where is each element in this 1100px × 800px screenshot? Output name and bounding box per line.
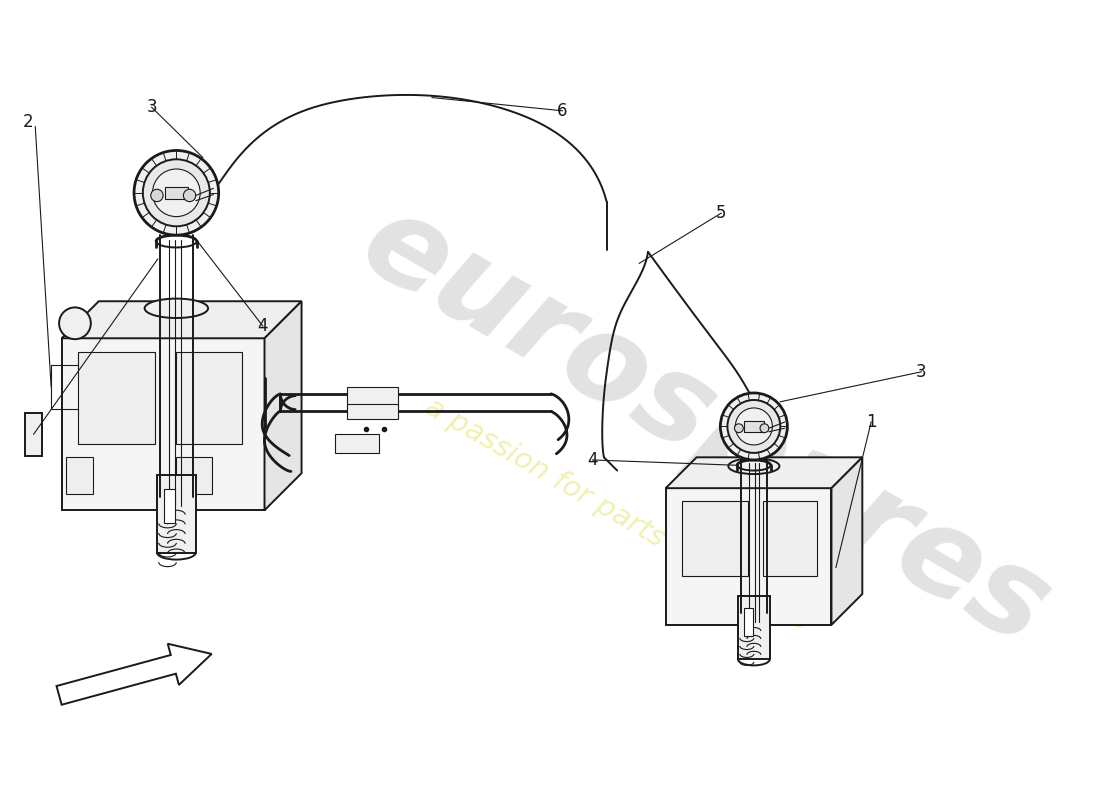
Circle shape (151, 190, 163, 202)
Circle shape (153, 169, 200, 217)
Text: 1: 1 (866, 413, 877, 431)
Circle shape (760, 424, 769, 433)
Text: 5: 5 (716, 204, 726, 222)
Text: 3: 3 (916, 362, 926, 381)
Polygon shape (832, 458, 862, 625)
Polygon shape (666, 488, 832, 625)
Bar (78, 351, 155, 444)
Bar (66, 458, 92, 494)
Bar (762, 502, 817, 576)
Bar (738, 596, 770, 659)
Bar (336, 434, 380, 453)
Polygon shape (666, 458, 862, 488)
Bar (157, 475, 196, 553)
Bar (165, 186, 188, 199)
Circle shape (143, 159, 210, 226)
Text: 4: 4 (257, 317, 268, 335)
Bar (176, 351, 242, 444)
Ellipse shape (728, 458, 780, 474)
Bar (682, 502, 748, 576)
Circle shape (59, 307, 91, 339)
Circle shape (736, 408, 772, 445)
Text: 2: 2 (23, 114, 33, 131)
Polygon shape (264, 302, 301, 510)
Ellipse shape (144, 298, 208, 318)
Bar (346, 386, 398, 408)
Text: 3: 3 (146, 98, 157, 116)
Polygon shape (62, 338, 264, 510)
Text: 6: 6 (558, 102, 568, 120)
Circle shape (727, 400, 780, 453)
Bar (24, 414, 42, 455)
Circle shape (720, 393, 788, 460)
Polygon shape (62, 302, 301, 338)
Text: a passion for parts since 1985: a passion for parts since 1985 (420, 393, 815, 637)
Text: 4: 4 (587, 451, 597, 469)
Text: eurospares: eurospares (341, 182, 1069, 670)
Bar (745, 608, 754, 636)
Circle shape (134, 150, 219, 235)
Bar (745, 421, 763, 432)
Bar (346, 405, 398, 418)
Bar (164, 489, 175, 522)
Polygon shape (56, 644, 211, 705)
Bar (176, 458, 211, 494)
Circle shape (735, 424, 744, 433)
Circle shape (184, 190, 196, 202)
